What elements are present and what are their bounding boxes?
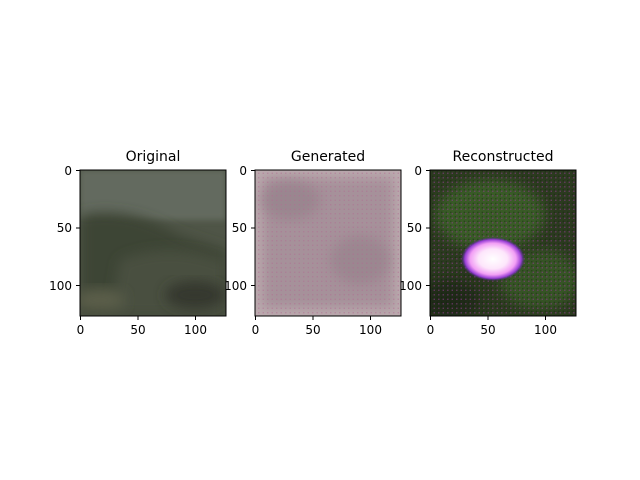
- panel-original: Original 0 50 100 0 50 100: [49, 149, 227, 337]
- panel-title: Original: [126, 149, 181, 165]
- y-tick-label: 50: [407, 221, 422, 235]
- y-tick-label: 50: [232, 221, 247, 235]
- x-tick-label: 50: [480, 323, 495, 337]
- axes-frame: [254, 169, 402, 317]
- panel-generated: Generated 0 50 100 0 50 100: [224, 149, 402, 337]
- y-tick-label: 50: [57, 221, 72, 235]
- y-tick-label: 0: [414, 164, 422, 178]
- y-tick-label: 100: [224, 279, 247, 293]
- image-original: [80, 170, 226, 316]
- x-axis: 0 50 100: [252, 316, 382, 337]
- panel-title: Generated: [291, 149, 365, 165]
- axes-frame: [79, 169, 227, 317]
- x-tick-label: 100: [184, 323, 207, 337]
- x-tick-label: 50: [305, 323, 320, 337]
- x-tick-label: 100: [359, 323, 382, 337]
- x-tick-label: 50: [130, 323, 145, 337]
- x-tick-label: 0: [77, 323, 85, 337]
- image-generated: [255, 170, 401, 316]
- y-axis: 0 50 100: [49, 164, 80, 293]
- y-axis: 0 50 100: [399, 164, 430, 293]
- x-tick-label: 0: [427, 323, 435, 337]
- y-axis: 0 50 100: [224, 164, 255, 293]
- y-tick-label: 0: [64, 164, 72, 178]
- bright-blob: [461, 237, 525, 281]
- x-axis: 0 50 100: [77, 316, 207, 337]
- y-tick-label: 100: [399, 279, 422, 293]
- x-axis: 0 50 100: [427, 316, 557, 337]
- axes-frame: [429, 169, 577, 317]
- y-tick-label: 100: [49, 279, 72, 293]
- panel-reconstructed: Reconstructed 0 50 100 0 50 100: [399, 149, 577, 337]
- image-reconstructed: [430, 170, 576, 316]
- x-tick-label: 100: [534, 323, 557, 337]
- panel-title: Reconstructed: [453, 149, 554, 165]
- y-tick-label: 0: [239, 164, 247, 178]
- x-tick-label: 0: [252, 323, 260, 337]
